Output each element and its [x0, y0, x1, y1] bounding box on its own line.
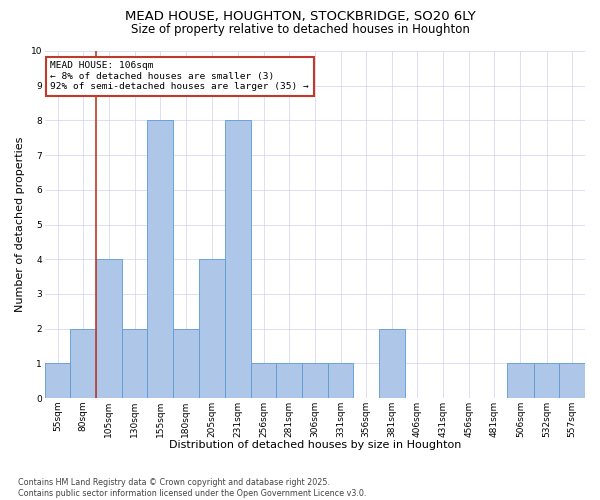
Bar: [122, 328, 148, 398]
Bar: [225, 120, 251, 398]
Bar: [302, 364, 328, 398]
Text: Size of property relative to detached houses in Houghton: Size of property relative to detached ho…: [131, 22, 469, 36]
Bar: [379, 328, 404, 398]
Bar: [277, 364, 302, 398]
Bar: [507, 364, 534, 398]
Text: MEAD HOUSE: 106sqm
← 8% of detached houses are smaller (3)
92% of semi-detached : MEAD HOUSE: 106sqm ← 8% of detached hous…: [50, 62, 309, 91]
Bar: [559, 364, 585, 398]
Bar: [45, 364, 70, 398]
Bar: [70, 328, 96, 398]
Text: MEAD HOUSE, HOUGHTON, STOCKBRIDGE, SO20 6LY: MEAD HOUSE, HOUGHTON, STOCKBRIDGE, SO20 …: [125, 10, 475, 23]
Y-axis label: Number of detached properties: Number of detached properties: [15, 137, 25, 312]
Bar: [534, 364, 559, 398]
Bar: [96, 259, 122, 398]
Text: Contains HM Land Registry data © Crown copyright and database right 2025.
Contai: Contains HM Land Registry data © Crown c…: [18, 478, 367, 498]
Bar: [328, 364, 353, 398]
Bar: [199, 259, 225, 398]
Bar: [251, 364, 277, 398]
Bar: [173, 328, 199, 398]
X-axis label: Distribution of detached houses by size in Houghton: Distribution of detached houses by size …: [169, 440, 461, 450]
Bar: [148, 120, 173, 398]
